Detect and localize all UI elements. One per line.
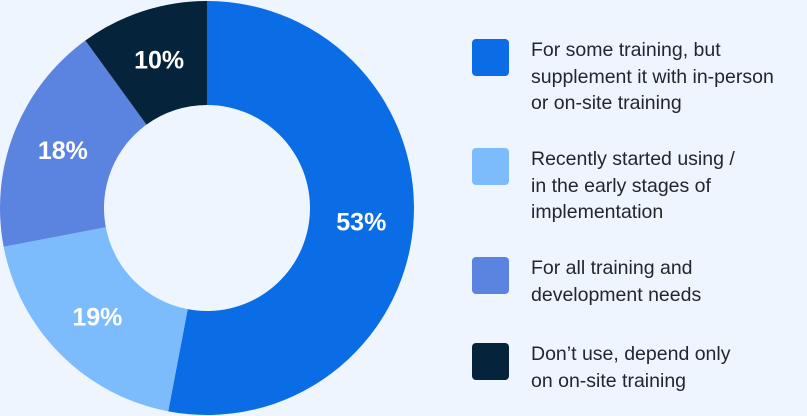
donut-slice-some-training (168, 1, 415, 416)
legend-swatch-dont-use (472, 343, 509, 380)
donut-slice-recently-started (3, 227, 188, 412)
slice-value-label-recently-started: 19% (72, 304, 122, 332)
legend-swatch-all-training (472, 257, 509, 294)
donut-slice-all-training (0, 40, 147, 247)
legend-label-all-training: For all training and development needs (531, 257, 702, 306)
slice-value-label-all-training: 18% (38, 137, 88, 165)
slice-value-label-some-training: 53% (336, 209, 386, 237)
legend-label-dont-use: Don’t use, depend only on on-site traini… (531, 343, 731, 392)
legend-label-some-training: For some training, but supplement it wit… (531, 39, 774, 114)
legend-item-dont-use: Don’t use, depend only on on-site traini… (472, 341, 807, 394)
donut-chart: 53% 19% 18% 10% (0, 1, 415, 416)
donut-value-labels: 53% 19% 18% 10% (38, 47, 386, 332)
legend-item-all-training: For all training and development needs (472, 255, 807, 308)
legend-item-recently-started: Recently started using / in the early st… (472, 146, 807, 226)
legend-item-some-training: For some training, but supplement it wit… (472, 37, 807, 117)
slice-value-label-dont-use: 10% (134, 47, 184, 75)
chart-legend: For some training, but supplement it wit… (472, 0, 807, 416)
legend-label-recently-started: Recently started using / in the early st… (531, 148, 735, 223)
donut-slices (0, 1, 415, 416)
legend-swatch-recently-started (472, 148, 509, 185)
donut-slice-dont-use (85, 1, 207, 125)
legend-swatch-some-training (472, 39, 509, 76)
